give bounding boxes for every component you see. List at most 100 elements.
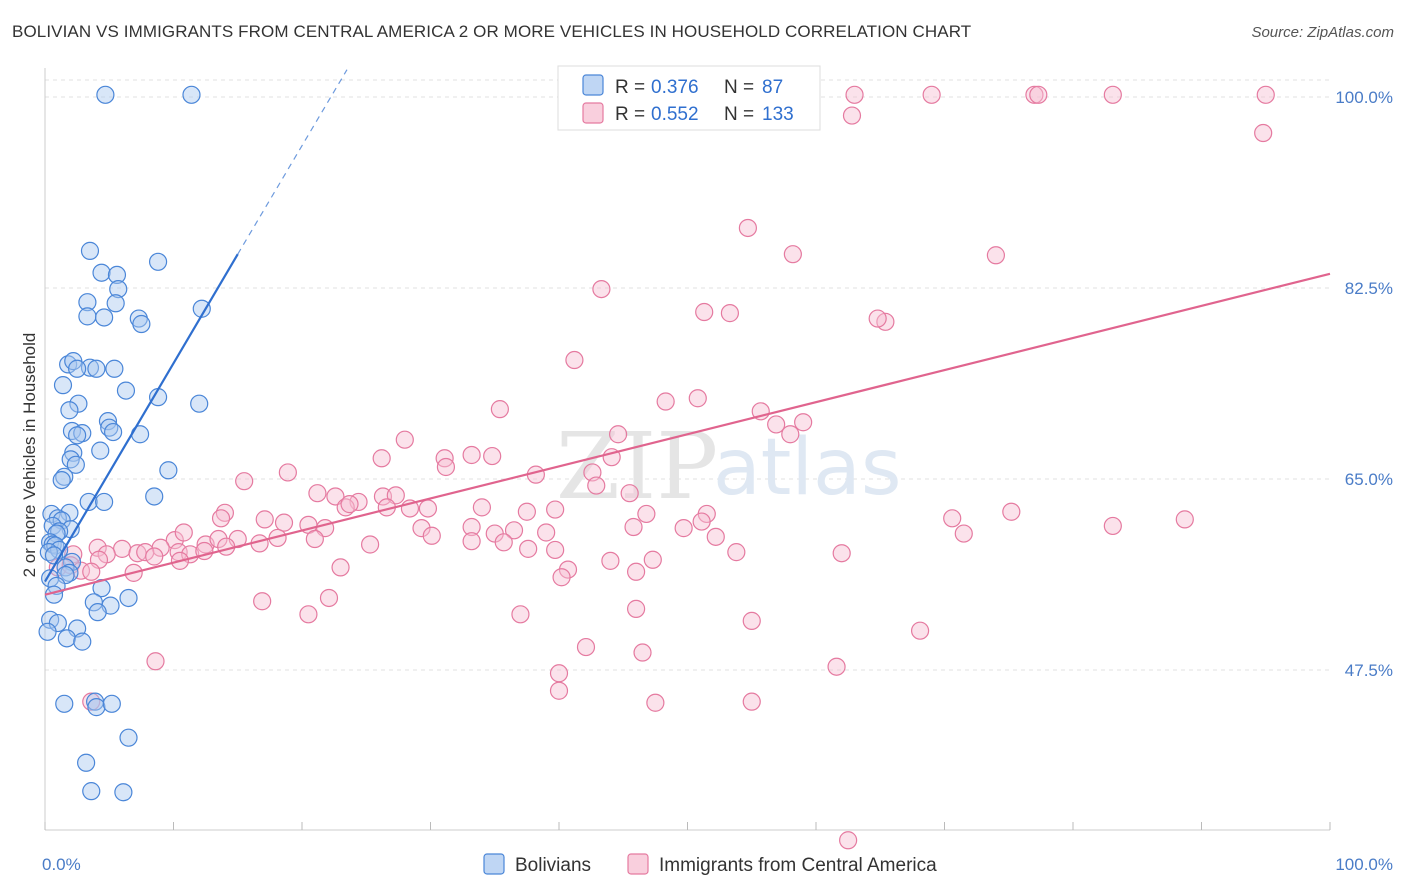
central-america-point-54: [211, 509, 231, 528]
central-america-point-70: [305, 529, 324, 549]
central-america-point-75: [519, 539, 538, 558]
central-america-point-105: [552, 568, 571, 587]
central-america-point-67: [706, 527, 725, 546]
bolivian-point-23: [69, 394, 88, 413]
central-america-point-72: [422, 526, 441, 545]
central-america-point-51: [637, 504, 656, 524]
central-america-point-1: [922, 85, 941, 104]
central-america-point-16: [565, 350, 584, 370]
central-america-point-78: [643, 550, 662, 569]
central-america-point-13: [720, 304, 740, 323]
bolivian-point-40: [145, 487, 164, 506]
central-america-point-91: [112, 539, 132, 558]
bolivian-point-21: [116, 381, 136, 400]
central-america-point-28: [462, 445, 481, 465]
central-america-point-17: [656, 392, 675, 411]
central-america-point-112: [954, 524, 973, 543]
central-america-point-66: [692, 512, 711, 531]
legend-n-label-2: N =: [724, 104, 754, 125]
central-america-point-74: [494, 533, 513, 552]
central-america-point-102: [82, 562, 101, 581]
bolivian-point-72: [38, 622, 57, 641]
bolivian-point-33: [91, 441, 110, 460]
trendline-bolivians-extension: [237, 69, 348, 255]
central-america-point-34: [235, 472, 254, 491]
central-america-point-9: [783, 245, 802, 264]
bolivian-point-39: [52, 470, 71, 490]
central-america-point-104: [558, 560, 578, 579]
gridlines: [45, 79, 1330, 671]
bolivian-point-13: [132, 314, 151, 334]
bolivian-point-81: [82, 782, 101, 801]
bolivian-point-11: [95, 308, 114, 327]
trendlines: [44, 69, 1331, 596]
bolivian-point-20: [53, 376, 73, 395]
central-america-point-107: [832, 544, 851, 563]
central-america-point-11: [592, 279, 611, 299]
central-america-point-10: [986, 246, 1006, 265]
bolivian-point-25: [60, 401, 79, 420]
x-tick-labels: 0.0% 100.0%: [42, 855, 1393, 874]
bolivian-point-37: [159, 461, 178, 480]
bolivian-point-75: [55, 694, 74, 713]
legend-swatch-bolivians: [582, 74, 604, 96]
central-america-point-130: [839, 831, 858, 850]
bolivian-point-77: [87, 698, 106, 717]
bolivian-point-16: [80, 358, 100, 377]
bottom-legend-label-bolivians: Bolivians: [515, 855, 591, 876]
bolivian-point-80: [77, 753, 96, 772]
bolivian-point-3: [148, 252, 168, 271]
source-label: Source: ZipAtlas.com: [1251, 24, 1394, 41]
central-america-point-71: [361, 535, 380, 554]
bottom-legend-label-central-america: Immigrants from Central America: [659, 855, 937, 876]
bolivian-point-10: [78, 307, 97, 326]
central-america-point-76: [546, 540, 565, 560]
central-america-point-77: [601, 551, 620, 570]
central-america-point-111: [1103, 516, 1122, 536]
central-america-point-73: [462, 532, 481, 551]
chart-title: BOLIVIAN VS IMMIGRANTS FROM CENTRAL AMER…: [12, 22, 972, 41]
central-america-point-59: [412, 519, 431, 538]
central-america-point-110: [1175, 510, 1194, 529]
central-america-point-119: [742, 611, 761, 630]
bolivian-point-32: [68, 426, 87, 445]
series-central-america-points: [48, 85, 1275, 850]
central-america-point-5: [1256, 85, 1275, 104]
central-america-point-0: [845, 85, 864, 104]
central-america-point-42: [340, 495, 359, 514]
central-america-point-22: [767, 415, 786, 434]
y-tick-label-2: 82.5%: [1345, 279, 1393, 298]
bolivian-point-0: [96, 85, 115, 104]
bolivian-point-26: [98, 412, 118, 431]
central-america-point-15: [868, 309, 887, 328]
legend-n-value-2: 133: [762, 104, 794, 125]
watermark: ZIP atlas: [556, 413, 902, 520]
central-america-point-18: [688, 389, 707, 408]
central-america-point-49: [587, 476, 606, 495]
central-america-point-24: [395, 430, 414, 449]
axes: [44, 68, 1331, 831]
central-america-point-21: [794, 413, 813, 432]
central-america-point-106: [626, 562, 646, 581]
central-america-point-113: [331, 558, 350, 577]
central-america-point-2: [1025, 85, 1044, 104]
x-tick-label-1: 100.0%: [1335, 855, 1393, 874]
bolivian-point-17: [68, 359, 87, 378]
bolivian-point-19: [105, 359, 124, 378]
bottom-legend-swatch-central-america: [627, 853, 649, 875]
central-america-point-125: [82, 692, 101, 711]
central-america-point-35: [278, 463, 297, 482]
bolivian-point-73: [57, 629, 76, 648]
central-america-point-94: [145, 547, 164, 566]
central-america-point-4: [1103, 85, 1122, 104]
central-america-point-79: [727, 543, 746, 562]
bolivian-point-74: [73, 632, 92, 651]
central-america-point-6: [842, 106, 862, 125]
central-america-point-39: [373, 487, 393, 506]
central-america-point-12: [695, 302, 714, 322]
central-america-point-30: [436, 457, 456, 477]
bolivian-point-18: [87, 359, 106, 378]
legend-n-value-1: 87: [762, 77, 783, 98]
bolivian-point-1: [182, 85, 201, 104]
